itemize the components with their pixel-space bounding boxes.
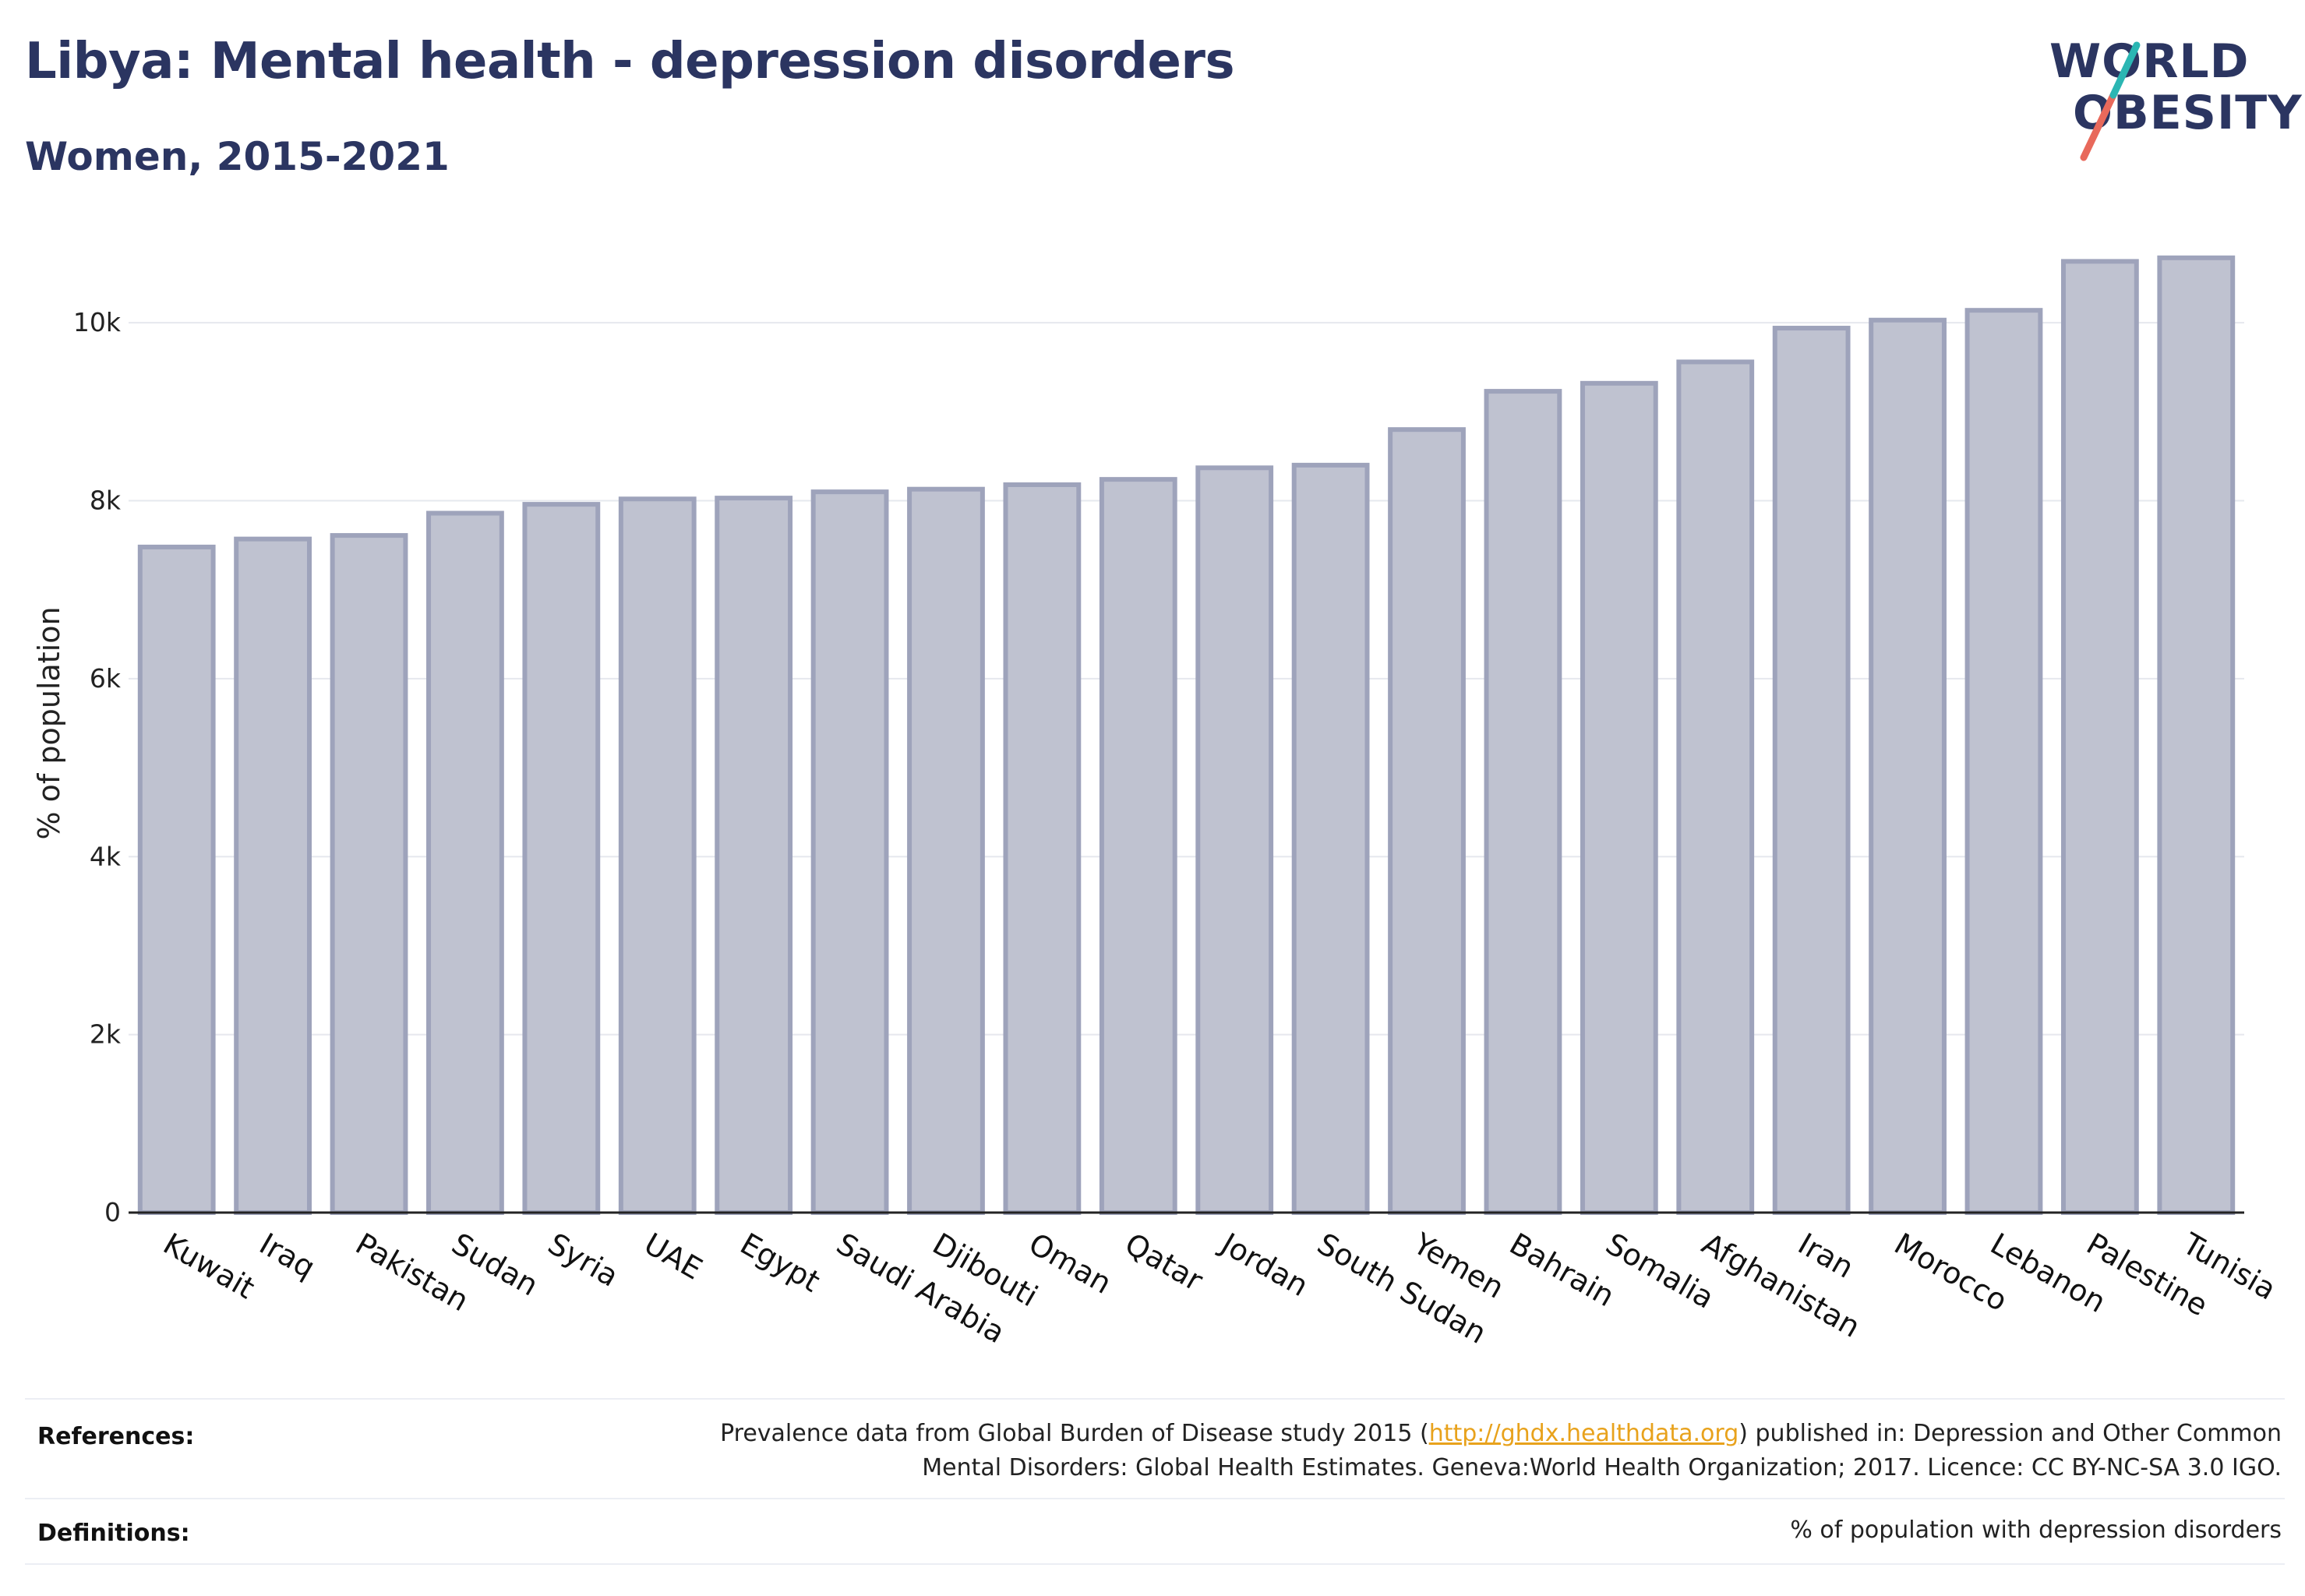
y-axis-label: % of population <box>32 606 66 839</box>
footer-divider-top <box>25 1398 2285 1400</box>
footer-divider-middle <box>25 1498 2285 1499</box>
bar <box>234 536 312 1215</box>
bar <box>618 496 697 1215</box>
world-obesity-logo: WORLD OBESITY <box>2042 26 2302 167</box>
x-tick-label: Egypt <box>735 1227 826 1299</box>
x-tick-label: Iran <box>1792 1227 1859 1285</box>
bar <box>1003 482 1082 1215</box>
y-tick-label: 8k <box>90 486 122 516</box>
bar <box>1484 389 1562 1215</box>
references-text-part-2: ) published in: Depression and Other Com… <box>922 1420 2282 1481</box>
y-tick-label: 10k <box>73 307 122 337</box>
x-tick-label: Bahrain <box>1504 1227 1620 1314</box>
x-tick-label: Syria <box>542 1227 624 1294</box>
logo-slash-icon <box>2080 41 2141 161</box>
bar <box>2157 255 2236 1215</box>
definitions-label: Definitions: <box>37 1520 190 1547</box>
x-tick-label: Iraq <box>254 1227 321 1285</box>
footer-divider-bottom <box>25 1563 2285 1565</box>
bar <box>810 489 889 1215</box>
bar <box>330 533 408 1215</box>
y-tick-label: 4k <box>90 841 122 871</box>
x-tick-label: UAE <box>638 1227 708 1287</box>
bar <box>1580 380 1658 1215</box>
logo-line-1: WORLD <box>2049 34 2250 89</box>
bar <box>522 502 601 1215</box>
bar <box>1869 317 1947 1216</box>
x-tick-label: Qatar <box>1119 1227 1209 1298</box>
bar <box>1676 359 1755 1215</box>
bar <box>715 496 793 1215</box>
bar <box>907 486 985 1215</box>
bar <box>1772 326 1851 1215</box>
references-link[interactable]: http://ghdx.healthdata.org <box>1428 1420 1739 1447</box>
x-tick-label: Jordan <box>1214 1226 1314 1304</box>
references-label: References: <box>37 1423 195 1450</box>
references-text-part-1: Prevalence data from Global Burden of Di… <box>720 1420 1429 1447</box>
y-tick-label: 0 <box>104 1197 121 1227</box>
page-title: Libya: Mental health - depression disord… <box>25 33 1235 90</box>
bar <box>1388 427 1466 1215</box>
bar <box>2060 259 2139 1215</box>
bar <box>137 544 216 1215</box>
bar <box>426 510 504 1215</box>
x-tick-label: Kuwait <box>157 1227 260 1306</box>
definitions-text: % of population with depression disorder… <box>1790 1517 2282 1544</box>
bar <box>1195 465 1274 1215</box>
y-tick-label: 2k <box>90 1019 122 1050</box>
bar <box>1291 462 1370 1215</box>
page-subtitle: Women, 2015-2021 <box>25 134 450 179</box>
bar <box>1964 308 2043 1215</box>
x-tick-label: Somalia <box>1600 1227 1720 1315</box>
bar <box>1099 477 1177 1215</box>
y-tick-label: 6k <box>90 663 122 694</box>
references-text: Prevalence data from Global Burden of Di… <box>645 1417 2282 1485</box>
